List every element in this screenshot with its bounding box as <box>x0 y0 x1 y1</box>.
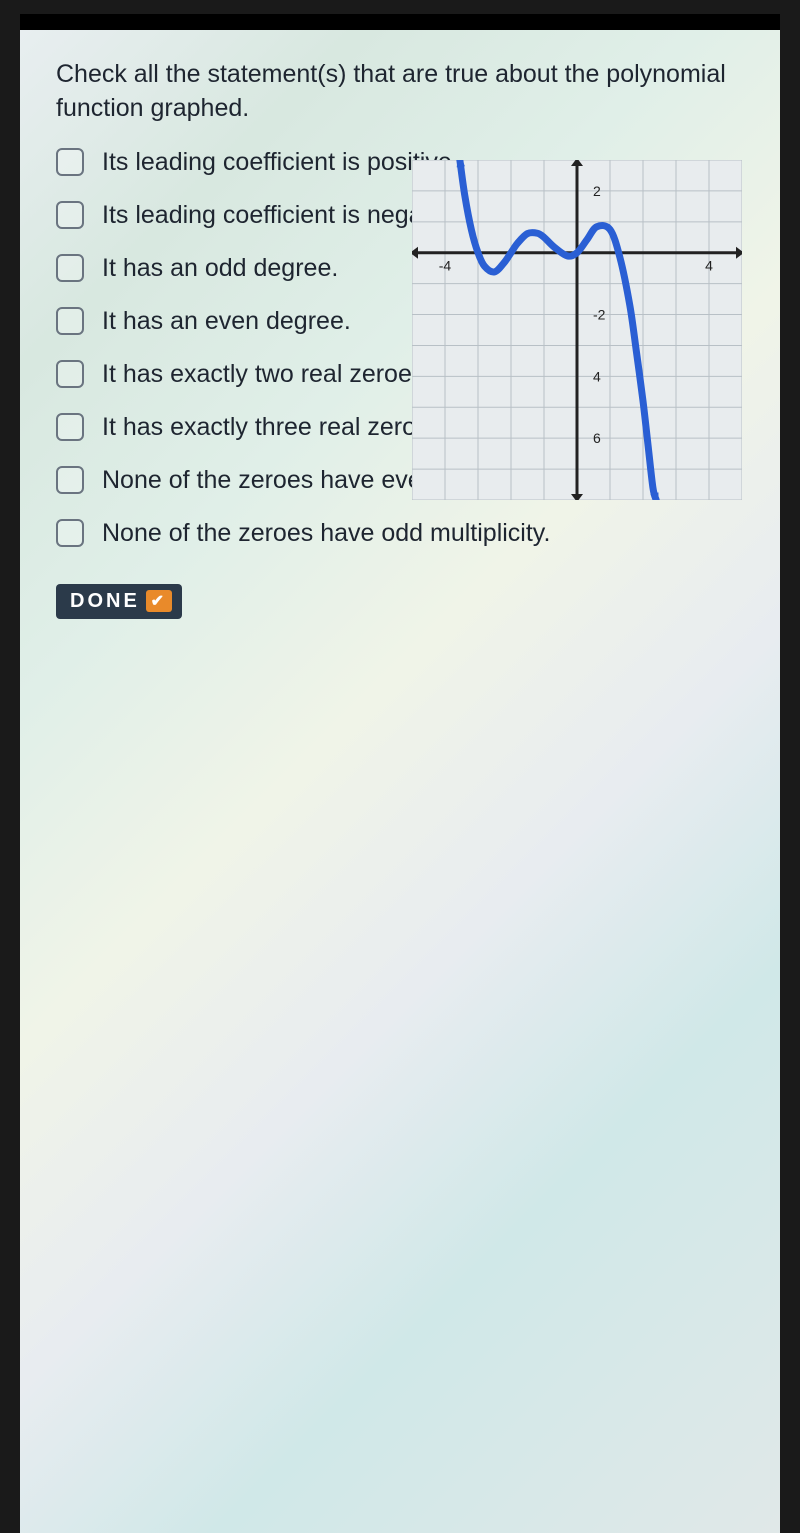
polynomial-graph: -4 4 2 -2 4 6 <box>412 160 742 500</box>
checkbox[interactable] <box>56 254 84 282</box>
worksheet-surface: Check all the statement(s) that are true… <box>20 30 780 1533</box>
checkbox[interactable] <box>56 519 84 547</box>
top-black-bar <box>20 14 780 30</box>
checkbox[interactable] <box>56 307 84 335</box>
done-label: DONE <box>70 590 140 613</box>
option-label: Its leading coefficient is positive. <box>102 148 459 177</box>
svg-text:6: 6 <box>593 430 601 446</box>
checkbox[interactable] <box>56 201 84 229</box>
checkbox[interactable] <box>56 360 84 388</box>
option-label: It has exactly three real zeroes. <box>102 413 449 442</box>
svg-text:4: 4 <box>705 258 713 274</box>
svg-text:4: 4 <box>593 368 601 384</box>
option-label: It has an odd degree. <box>102 254 338 283</box>
option-label: None of the zeroes have odd multiplicity… <box>102 519 550 548</box>
checkbox[interactable] <box>56 148 84 176</box>
svg-text:-2: -2 <box>593 307 606 323</box>
checkbox[interactable] <box>56 466 84 494</box>
question-prompt: Check all the statement(s) that are true… <box>56 58 744 126</box>
svg-text:-4: -4 <box>439 258 452 274</box>
graph-svg: -4 4 2 -2 4 6 <box>412 160 742 500</box>
option-label: It has an even degree. <box>102 307 351 336</box>
option-row: None of the zeroes have odd multiplicity… <box>56 519 744 548</box>
checkbox[interactable] <box>56 413 84 441</box>
option-label: It has exactly two real zeroes. <box>102 360 431 389</box>
svg-text:2: 2 <box>593 183 601 199</box>
check-icon: ✔ <box>146 590 172 612</box>
done-button[interactable]: DONE ✔ <box>56 584 182 619</box>
